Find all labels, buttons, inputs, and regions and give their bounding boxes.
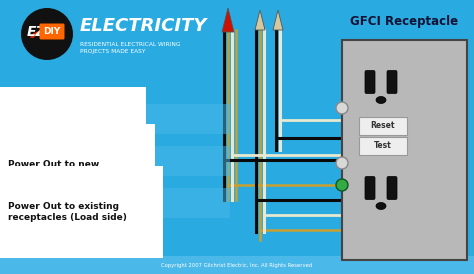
Bar [0, 256, 474, 274]
Ellipse shape [376, 202, 386, 210]
Text: Copyright 2007 Gilchrist Electric, Inc. All Rights Reserved: Copyright 2007 Gilchrist Electric, Inc. … [161, 263, 313, 268]
Bar [0, 146, 230, 176]
Text: Reset: Reset [371, 121, 395, 130]
Circle shape [21, 8, 73, 60]
Polygon shape [255, 10, 265, 30]
Polygon shape [222, 8, 234, 32]
Bar [342, 40, 467, 260]
Text: RESIDENTIAL ELECTRICAL WIRING
PROJECTS MADE EASY: RESIDENTIAL ELECTRICAL WIRING PROJECTS M… [80, 42, 181, 54]
Text: Power Out to existing
receptacles (Load side): Power Out to existing receptacles (Load … [8, 202, 127, 222]
Ellipse shape [376, 96, 386, 104]
FancyBboxPatch shape [359, 137, 407, 155]
Text: ELECTRICITY: ELECTRICITY [80, 17, 207, 35]
Circle shape [336, 157, 348, 169]
Circle shape [336, 179, 348, 191]
FancyBboxPatch shape [365, 176, 375, 199]
FancyBboxPatch shape [387, 176, 397, 199]
FancyBboxPatch shape [39, 24, 64, 39]
FancyBboxPatch shape [387, 70, 397, 93]
FancyBboxPatch shape [359, 117, 407, 135]
Text: Test: Test [374, 141, 392, 150]
FancyBboxPatch shape [365, 70, 375, 93]
Text: Power In (Line side): Power In (Line side) [8, 124, 110, 133]
Circle shape [336, 102, 348, 114]
Text: DIY: DIY [44, 27, 61, 36]
Text: Power Out to new
receptacle (Line side): Power Out to new receptacle (Line side) [8, 160, 118, 180]
Text: GFCI Receptacle: GFCI Receptacle [350, 16, 458, 28]
Polygon shape [273, 10, 283, 30]
Text: EZ: EZ [27, 25, 46, 39]
Bar [0, 104, 230, 134]
Bar [0, 188, 230, 218]
